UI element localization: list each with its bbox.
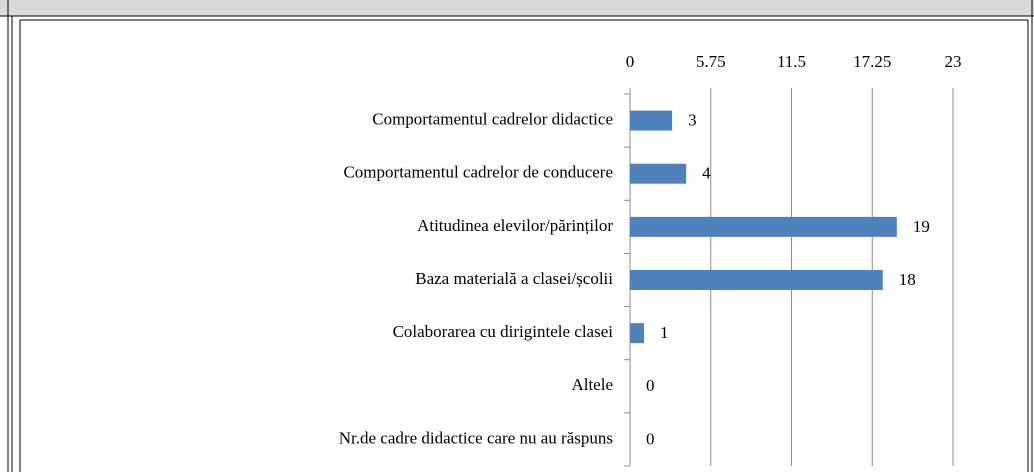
data-label: 0: [646, 376, 655, 395]
y-tick-label: Nr.de cadre didactice care nu au răspuns: [339, 428, 613, 447]
header-band: [0, 0, 1034, 16]
y-tick-label: Altele: [571, 375, 613, 394]
x-tick-label: 23: [945, 52, 962, 71]
y-tick-label: Comportamentul cadrelor didactice: [372, 109, 613, 128]
y-tick-label: Atitudinea elevilor/părinților: [417, 216, 613, 235]
x-tick-label: 0: [626, 52, 635, 71]
data-label: 1: [660, 323, 669, 342]
bar: [630, 110, 673, 131]
data-label: 18: [899, 270, 916, 289]
y-tick-label: Baza materială a clasei/școlii: [415, 269, 613, 288]
x-tick-label: 17.25: [853, 52, 891, 71]
data-label: 4: [702, 164, 711, 183]
data-label: 3: [688, 110, 697, 129]
bar: [630, 216, 897, 237]
x-tick-label: 5.75: [696, 52, 726, 71]
bar: [630, 270, 883, 290]
data-label: 19: [913, 217, 930, 236]
y-tick-label: Colaborarea cu dirigintele clasei: [393, 322, 614, 341]
bar: [630, 323, 645, 344]
data-label: 0: [646, 429, 655, 448]
y-tick-label: Comportamentul cadrelor de conducere: [343, 163, 613, 182]
bar: [630, 163, 687, 184]
x-tick-label: 11.5: [777, 52, 806, 71]
